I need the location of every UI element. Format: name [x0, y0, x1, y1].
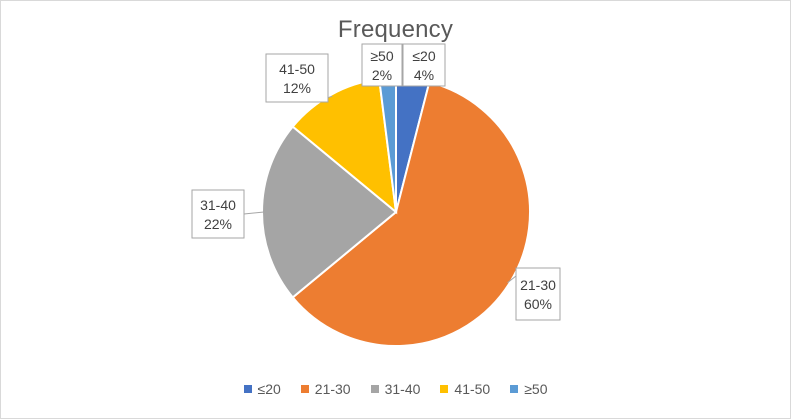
pie-slice	[291, 80, 531, 347]
data-label-percent: 4%	[414, 67, 434, 83]
legend-item: 21-30	[300, 381, 351, 397]
legend-label: ≤20	[257, 381, 281, 397]
data-label-percent: 12%	[283, 80, 311, 96]
data-label-category: 41-50	[279, 61, 315, 77]
legend-item: 41-50	[440, 381, 490, 397]
data-label-percent: 2%	[372, 67, 392, 83]
legend-item: ≥50	[510, 381, 547, 397]
data-label-box	[191, 189, 245, 239]
data-label-box	[515, 267, 561, 321]
legend-label: 41-50	[454, 381, 491, 397]
legend-swatch	[243, 385, 252, 393]
legend-label: 21-30	[314, 381, 351, 397]
data-label-box	[265, 53, 329, 103]
legend-item: 31-40	[370, 381, 421, 397]
data-label-category: 21-30	[520, 277, 556, 293]
legend-item: ≤20	[243, 381, 281, 397]
leader-line	[507, 275, 517, 284]
data-label-category: 31-40	[200, 197, 236, 213]
data-label-category: ≥50	[370, 48, 393, 64]
legend: ≤20 21-30 31-40 41-50 ≥50	[0, 381, 791, 397]
legend-swatch	[300, 385, 309, 393]
legend-swatch	[440, 385, 449, 393]
legend-label: ≥50	[524, 381, 548, 397]
data-label-box	[402, 43, 446, 87]
data-label-percent: 60%	[524, 296, 552, 312]
leader-line	[243, 211, 265, 215]
data-label-box	[361, 43, 403, 87]
legend-swatch	[510, 385, 519, 393]
legend-swatch	[370, 385, 379, 393]
chart-title: Frequency	[337, 16, 454, 43]
data-label-percent: 22%	[204, 216, 232, 232]
data-label-category: ≤20	[412, 48, 435, 64]
legend-label: 31-40	[384, 381, 421, 397]
